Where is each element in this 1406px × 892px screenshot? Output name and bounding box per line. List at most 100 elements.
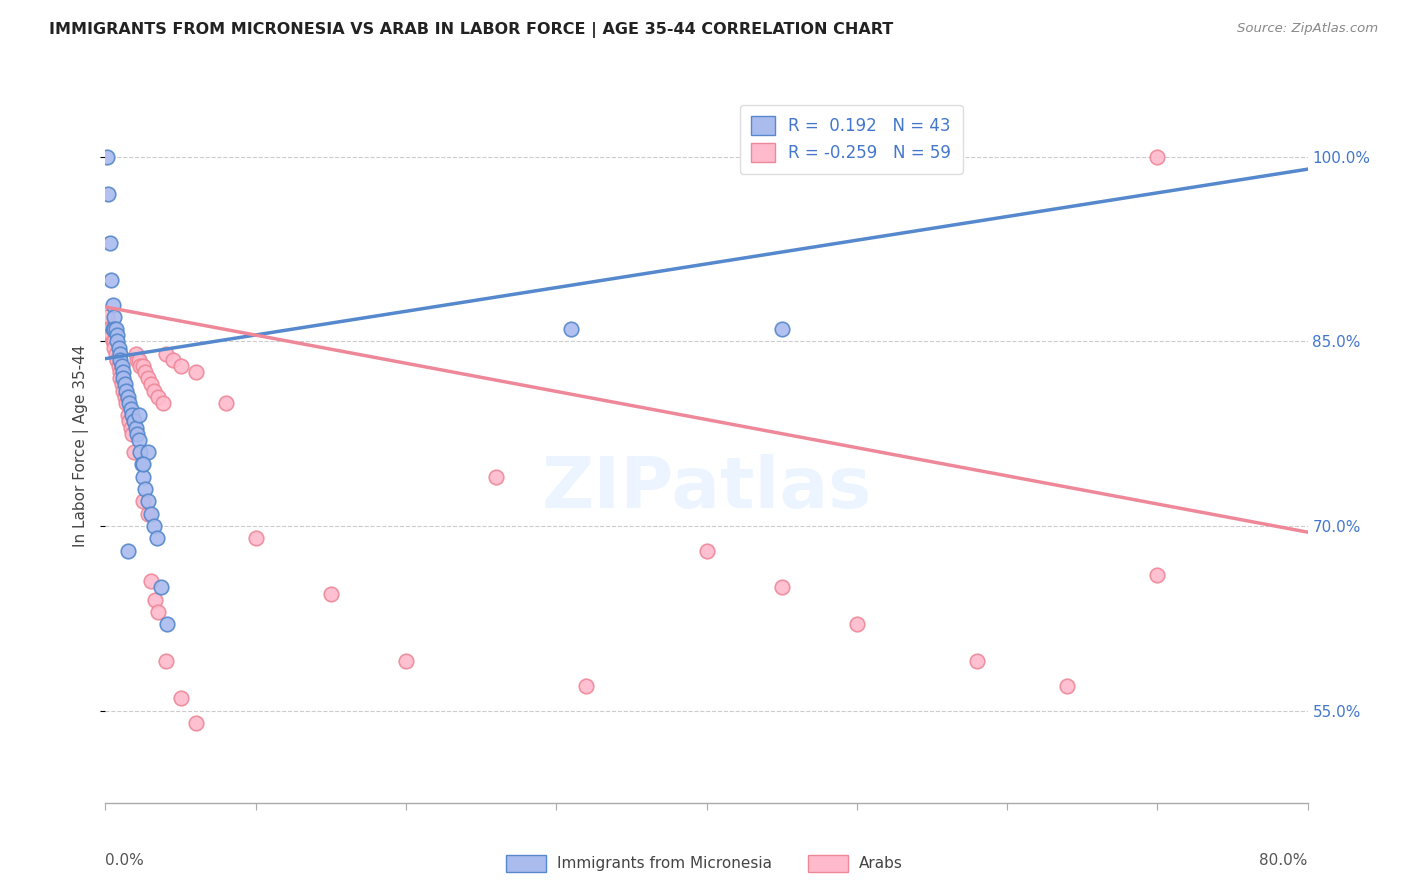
Point — [98, 322, 121, 336]
Point — [1146, 150, 1168, 164]
Point — [184, 365, 207, 379]
Point — [156, 617, 179, 632]
Point — [155, 654, 177, 668]
Point — [696, 543, 718, 558]
Point — [107, 352, 129, 367]
Point — [111, 359, 134, 373]
Point — [112, 384, 135, 398]
Point — [132, 458, 155, 472]
Point — [124, 420, 146, 434]
Point — [169, 359, 191, 373]
Point — [112, 365, 135, 379]
Point — [101, 334, 124, 349]
Point — [112, 371, 135, 385]
Point — [142, 519, 165, 533]
Point — [107, 328, 129, 343]
Point — [121, 426, 143, 441]
Point — [97, 322, 120, 336]
Point — [124, 347, 146, 361]
Point — [108, 359, 131, 373]
Point — [134, 365, 156, 379]
Point — [143, 592, 166, 607]
Point — [245, 531, 267, 545]
Point — [96, 310, 118, 324]
Point — [845, 617, 868, 632]
Point — [117, 390, 139, 404]
Point — [146, 605, 169, 619]
Point — [108, 341, 131, 355]
Point — [319, 587, 342, 601]
Point — [110, 365, 132, 379]
Point — [98, 328, 121, 343]
Point — [101, 297, 124, 311]
Point — [162, 352, 184, 367]
Point — [101, 322, 124, 336]
Point — [145, 531, 167, 545]
Point — [98, 235, 121, 250]
Text: ZIPatlas: ZIPatlas — [541, 454, 872, 524]
Point — [122, 414, 145, 428]
Point — [111, 377, 134, 392]
Point — [100, 273, 122, 287]
Point — [110, 347, 132, 361]
Point — [104, 347, 127, 361]
Legend: R =  0.192   N = 43, R = -0.259   N = 59: R = 0.192 N = 43, R = -0.259 N = 59 — [740, 104, 963, 174]
Point — [142, 384, 165, 398]
Point — [575, 679, 598, 693]
Point — [150, 581, 173, 595]
Point — [132, 359, 155, 373]
Point — [103, 322, 125, 336]
Point — [139, 377, 162, 392]
Point — [966, 654, 988, 668]
Point — [118, 396, 141, 410]
Point — [136, 371, 159, 385]
Point — [146, 390, 169, 404]
Text: Immigrants from Micronesia: Immigrants from Micronesia — [557, 856, 772, 871]
Point — [139, 574, 162, 589]
Point — [131, 458, 153, 472]
Point — [770, 322, 793, 336]
Point — [110, 371, 132, 385]
Point — [115, 384, 138, 398]
Point — [128, 409, 150, 423]
Point — [96, 150, 118, 164]
Text: Arabs: Arabs — [859, 856, 903, 871]
Point — [560, 322, 582, 336]
Point — [118, 414, 141, 428]
Point — [136, 507, 159, 521]
Point — [214, 396, 236, 410]
Point — [485, 469, 508, 483]
Point — [122, 445, 145, 459]
Point — [128, 352, 150, 367]
Point — [132, 494, 155, 508]
Point — [155, 347, 177, 361]
Point — [129, 359, 152, 373]
Point — [128, 433, 150, 447]
Point — [125, 352, 148, 367]
Point — [100, 328, 122, 343]
Point — [139, 507, 162, 521]
Point — [136, 445, 159, 459]
Point — [125, 426, 148, 441]
Point — [103, 341, 125, 355]
Point — [120, 402, 142, 417]
Point — [120, 420, 142, 434]
Point — [152, 396, 174, 410]
Point — [115, 396, 138, 410]
Point — [184, 715, 207, 730]
Y-axis label: In Labor Force | Age 35-44: In Labor Force | Age 35-44 — [73, 345, 90, 547]
Point — [103, 310, 125, 324]
Point — [136, 494, 159, 508]
Point — [1056, 679, 1078, 693]
Point — [1146, 568, 1168, 582]
Point — [169, 691, 191, 706]
Point — [114, 377, 136, 392]
Point — [107, 334, 129, 349]
Point — [770, 581, 793, 595]
Point — [132, 469, 155, 483]
Point — [107, 352, 129, 367]
Point — [395, 654, 418, 668]
Text: 80.0%: 80.0% — [1260, 853, 1308, 868]
Point — [129, 445, 152, 459]
Text: 0.0%: 0.0% — [105, 853, 145, 868]
